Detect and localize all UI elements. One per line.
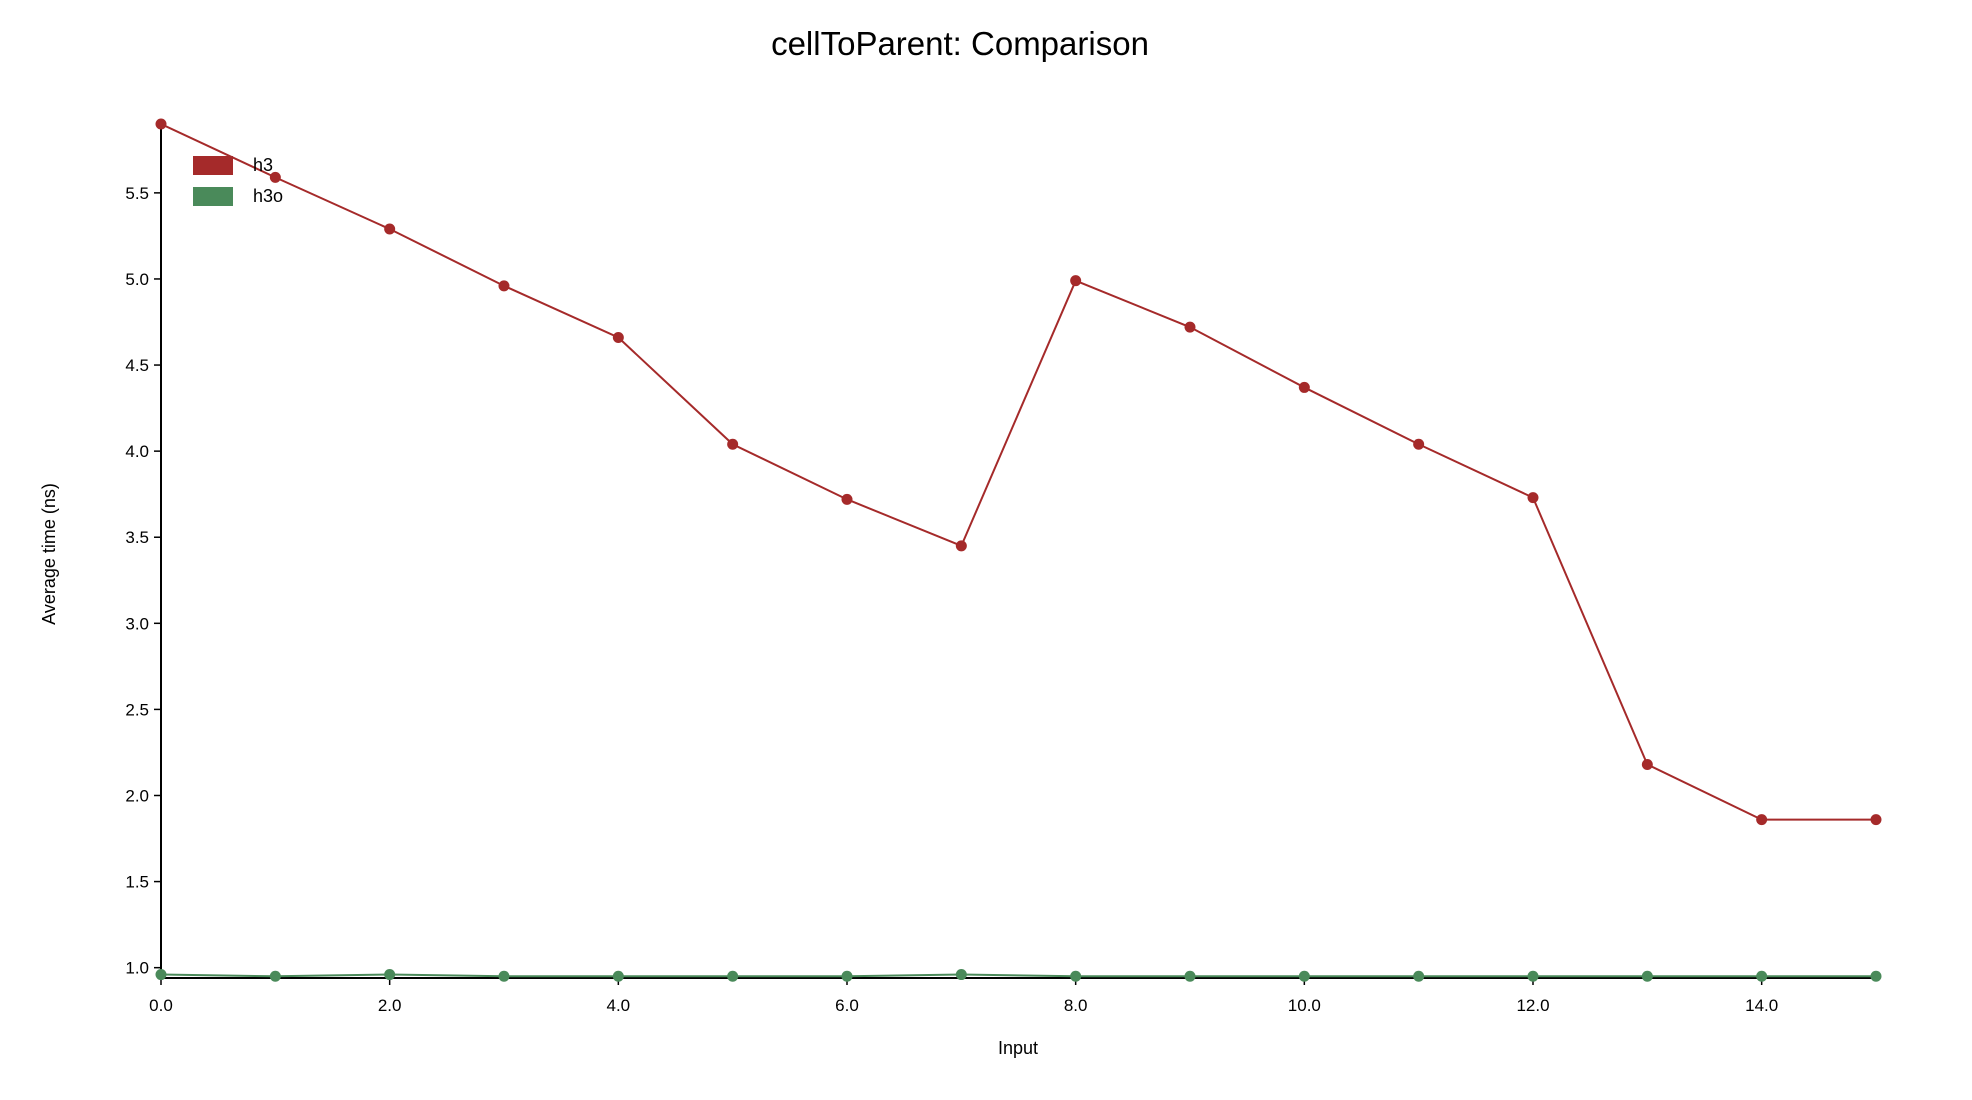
data-point-h3o <box>1184 970 1196 982</box>
y-tick-label: 4.0 <box>125 442 149 461</box>
legend-swatch-h3o <box>193 187 233 206</box>
data-point-h3o <box>1298 970 1310 982</box>
x-axis-label: Input <box>998 1038 1038 1058</box>
x-tick-label: 10.0 <box>1288 996 1321 1015</box>
legend-swatch-h3 <box>193 156 233 175</box>
x-tick-label: 2.0 <box>378 996 402 1015</box>
x-tick-label: 4.0 <box>607 996 631 1015</box>
data-point-h3o <box>1641 970 1653 982</box>
data-point-h3 <box>384 223 396 235</box>
data-point-h3o <box>612 970 624 982</box>
x-tick-label: 6.0 <box>835 996 859 1015</box>
y-axis-label: Average time (ns) <box>39 483 59 625</box>
y-tick-label: 5.0 <box>125 270 149 289</box>
legend: h3 h3o <box>193 155 283 206</box>
data-point-h3o <box>727 970 739 982</box>
data-point-h3 <box>955 540 967 552</box>
data-point-h3 <box>155 118 167 130</box>
y-tick-label: 5.5 <box>125 184 149 203</box>
x-ticks: 0.0 2.0 4.0 6.0 8.0 10.0 12.0 14.0 <box>149 978 1778 1015</box>
data-point-h3o <box>384 969 396 981</box>
data-point-h3o <box>498 970 510 982</box>
data-point-h3o <box>841 970 853 982</box>
data-point-h3o <box>1070 970 1082 982</box>
data-point-h3 <box>1870 814 1882 826</box>
series-line-h3o <box>160 973 1876 978</box>
data-point-h3 <box>1756 814 1768 826</box>
y-ticks: 1.0 1.5 2.0 2.5 3.0 3.5 4.0 4.5 5.0 5.5 <box>125 184 161 978</box>
y-tick-label: 1.0 <box>125 959 149 978</box>
y-tick-label: 1.5 <box>125 873 149 892</box>
data-point-h3o <box>955 969 967 981</box>
data-point-h3 <box>612 332 624 343</box>
series-layer <box>155 118 1882 982</box>
data-point-h3 <box>269 171 281 183</box>
x-tick-label: 12.0 <box>1516 996 1549 1015</box>
data-point-h3o <box>1756 970 1768 982</box>
data-point-h3 <box>1070 275 1082 287</box>
x-tick-label: 14.0 <box>1745 996 1778 1015</box>
data-point-h3o <box>269 970 281 982</box>
legend-label-h3: h3 <box>253 155 273 175</box>
data-point-h3 <box>498 280 510 292</box>
x-tick-label: 8.0 <box>1064 996 1088 1015</box>
series-line-h3 <box>160 123 1876 821</box>
data-point-h3 <box>1527 492 1539 504</box>
data-point-h3o <box>155 969 167 981</box>
x-tick-label: 0.0 <box>149 996 173 1015</box>
data-point-h3 <box>1413 438 1425 450</box>
y-tick-label: 4.5 <box>125 356 149 375</box>
data-point-h3 <box>841 493 853 505</box>
y-tick-label: 3.5 <box>125 528 149 547</box>
legend-label-h3o: h3o <box>253 186 283 206</box>
data-point-h3o <box>1527 970 1539 982</box>
y-tick-label: 3.0 <box>125 614 149 633</box>
data-point-h3 <box>1298 381 1310 393</box>
data-point-h3o <box>1413 970 1425 982</box>
data-point-h3 <box>1641 759 1653 770</box>
y-tick-label: 2.0 <box>125 786 149 805</box>
data-point-h3 <box>727 438 739 450</box>
data-point-h3 <box>1184 321 1196 333</box>
chart-title: cellToParent: Comparison <box>771 25 1149 62</box>
data-point-h3o <box>1870 970 1882 982</box>
y-tick-label: 2.5 <box>125 700 149 719</box>
